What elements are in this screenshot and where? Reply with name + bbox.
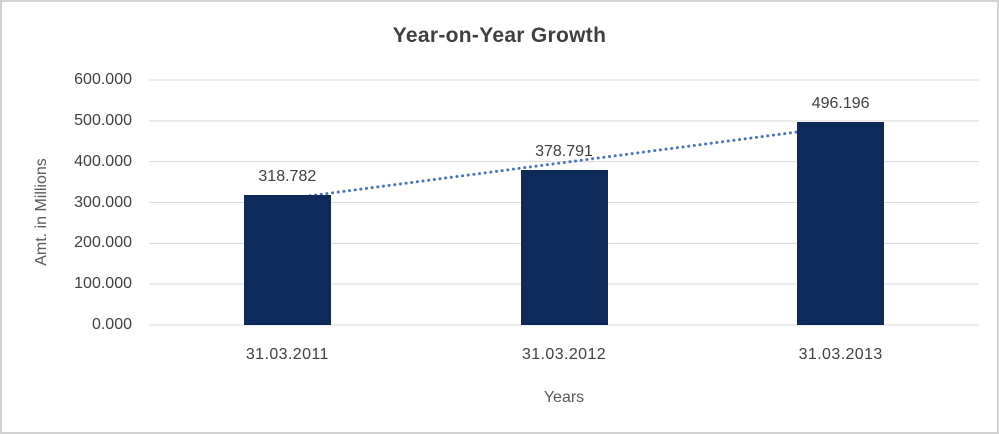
bar-value-label: 318.782 xyxy=(258,167,317,185)
bar-value-label: 378.791 xyxy=(535,143,593,161)
y-tick-label: 300.000 xyxy=(74,193,132,211)
chart-title: Year-on-Year Growth xyxy=(392,24,607,47)
x-tick-label: 31.03.2011 xyxy=(245,346,329,363)
y-tick-label: 100.000 xyxy=(74,275,132,293)
trendline[interactable] xyxy=(285,124,843,201)
y-tick-label: 0.000 xyxy=(91,316,132,333)
y-tick-label: 400.000 xyxy=(74,152,132,170)
y-tick-label: 600.000 xyxy=(74,71,132,88)
y-tick-label: 500.000 xyxy=(74,111,132,129)
bar-value-label: 496.196 xyxy=(811,95,870,113)
bar[interactable] xyxy=(520,170,608,325)
x-axis-title: Years xyxy=(543,389,585,406)
y-tick-label: 200.000 xyxy=(74,234,132,252)
bar[interactable] xyxy=(243,194,331,325)
x-tick-label: 31.03.2012 xyxy=(521,346,607,363)
bar[interactable] xyxy=(797,122,885,325)
x-tick-label: 31.03.2013 xyxy=(798,346,883,363)
